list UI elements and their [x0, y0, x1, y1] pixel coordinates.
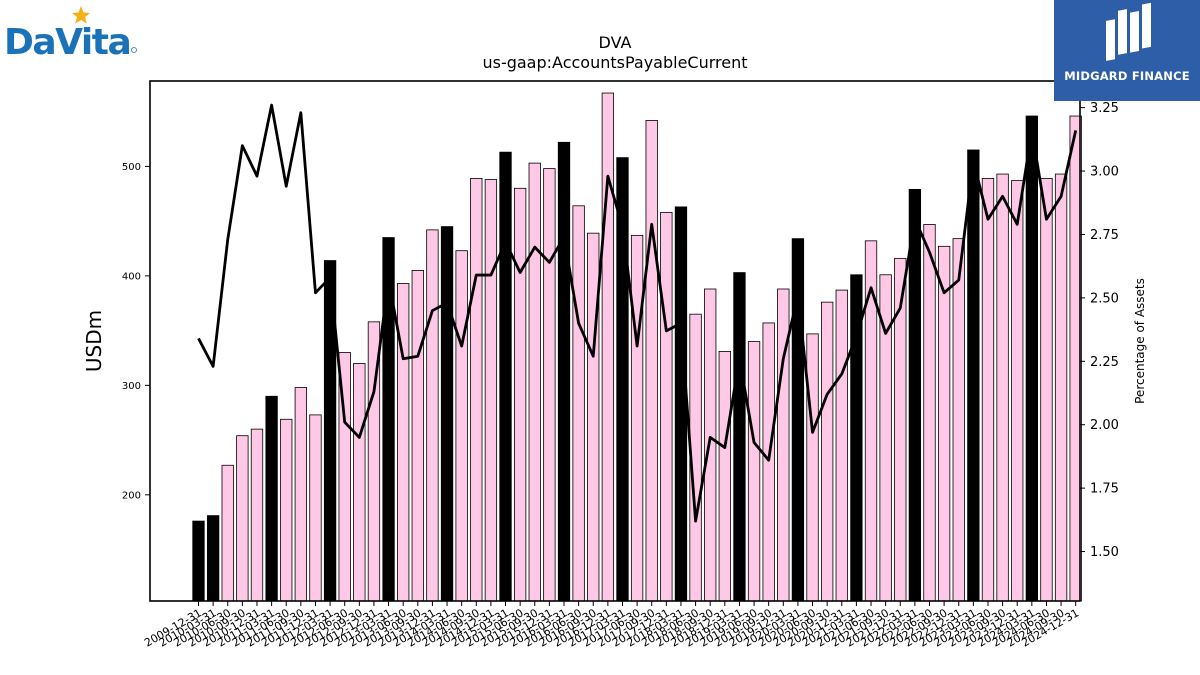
bar-series: [192, 92, 1082, 602]
y2-axis-label: Percentage of Assets: [1133, 278, 1147, 404]
davita-logo: DaVita: [4, 4, 144, 63]
bar: [733, 272, 746, 602]
bar: [747, 341, 761, 602]
bar: [557, 141, 571, 602]
bar: [280, 418, 293, 602]
percentage-line: [197, 103, 1078, 523]
bar: [455, 250, 468, 602]
y-axis-ticks: 200 300 400 500: [122, 162, 150, 501]
bar: [996, 173, 1009, 602]
bar: [513, 187, 527, 602]
bar: [499, 151, 512, 602]
y2-tick-label: 3.00: [1090, 165, 1119, 180]
y2-tick-label: 3.25: [1090, 101, 1119, 116]
bar: [937, 245, 951, 602]
bar: [192, 520, 205, 602]
bar: [528, 162, 541, 602]
bar: [484, 179, 498, 602]
y-axis-label: USDm: [82, 310, 106, 372]
bar: [470, 178, 483, 602]
bar: [718, 350, 731, 602]
registered-icon: [131, 47, 137, 53]
plot-frame: [149, 80, 1081, 602]
bar: [221, 464, 234, 602]
davita-logo-text: DaVita: [4, 22, 130, 60]
chart-title: DVA: [599, 33, 632, 52]
chart-subtitle: us-gaap:AccountsPayableCurrent: [482, 53, 747, 72]
star-icon: [72, 6, 90, 24]
y-tick-label: 200: [122, 490, 141, 501]
davita-logo-mark: DaVita: [4, 6, 137, 63]
bar: [1011, 180, 1024, 602]
bar: [660, 211, 673, 602]
bar: [572, 205, 585, 602]
bar: [601, 92, 615, 602]
bar: [309, 414, 322, 602]
y-tick-label: 500: [122, 162, 141, 173]
bar: [382, 237, 395, 602]
bar: [821, 301, 834, 602]
bar: [1054, 173, 1068, 602]
bar: [587, 232, 600, 602]
y2-tick-label: 2.00: [1090, 418, 1119, 433]
bar: [1040, 178, 1053, 602]
y-tick-label: 300: [122, 381, 141, 392]
y2-tick-label: 2.25: [1090, 355, 1119, 370]
midgard-logo-mark: [1106, 2, 1151, 61]
y2-tick-label: 2.75: [1090, 228, 1119, 243]
bar: [967, 149, 980, 602]
bar: [835, 289, 848, 602]
bar: [981, 178, 995, 602]
midgard-finance-logo: MIDGARD FINANCE: [1054, 0, 1200, 101]
bar: [674, 206, 688, 602]
bar: [864, 240, 878, 602]
bar: [265, 395, 278, 602]
bar: [1025, 115, 1038, 602]
bar: [236, 435, 249, 602]
bar: [426, 229, 439, 602]
midgard-logo-text: MIDGARD FINANCE: [1064, 69, 1190, 83]
bar: [353, 363, 366, 602]
y2-axis-ticks: 1.50 1.75 2.00 2.25 2.50 2.75 3.00 3.25: [1080, 101, 1119, 560]
bar: [806, 333, 819, 602]
bar: [791, 238, 805, 602]
bar: [543, 168, 556, 602]
bar: [923, 224, 936, 602]
bar: [250, 428, 264, 602]
x-axis-ticks: 2009-12-312010-03-312010-06-302010-09-30…: [142, 601, 1081, 650]
axes: [149, 80, 1081, 602]
line-series: [197, 103, 1078, 523]
bar: [762, 322, 775, 602]
bar: [440, 226, 454, 602]
bar: [645, 120, 658, 602]
y2-tick-label: 1.50: [1090, 545, 1119, 560]
y-tick-label: 400: [122, 271, 141, 282]
bar: [411, 269, 424, 602]
bar: [952, 238, 965, 602]
bar: [206, 515, 220, 602]
bar: [630, 234, 644, 602]
bar: [294, 387, 307, 602]
y2-tick-label: 1.75: [1090, 482, 1119, 497]
y2-tick-label: 2.50: [1090, 291, 1119, 306]
